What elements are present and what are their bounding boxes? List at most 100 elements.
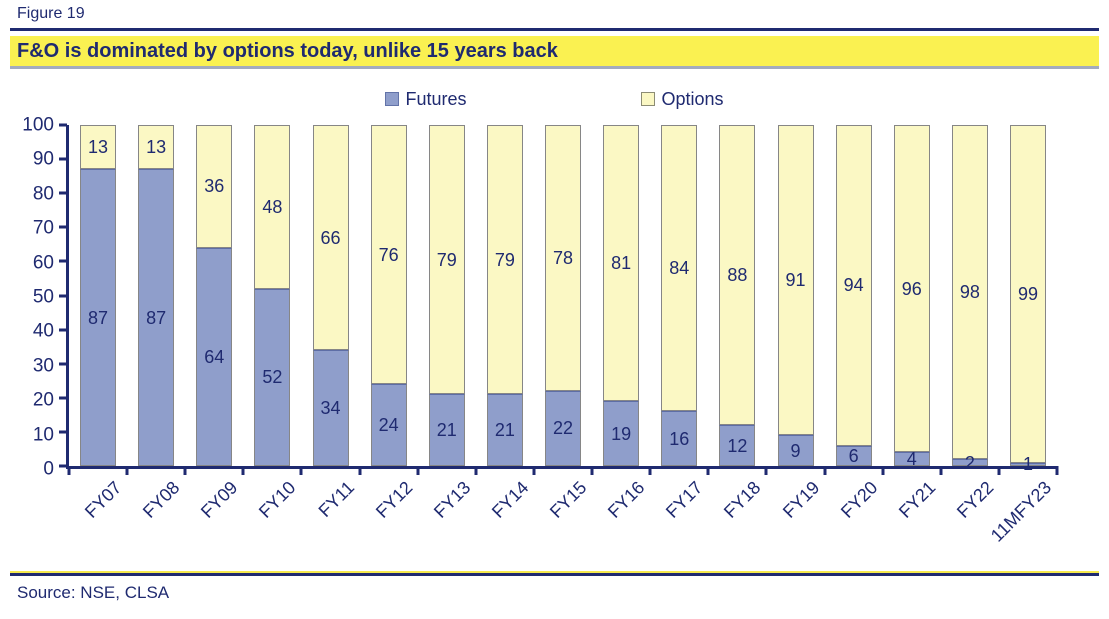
value-label-futures: 24 (378, 415, 399, 436)
bar-segment-futures (428, 394, 465, 466)
x-tick-mark (67, 466, 71, 475)
bar-column-fy18: 88 12 FY18 (708, 125, 766, 522)
bar-column-fy14: 79 21 FY14 (476, 125, 534, 522)
bar-column-fy16: 81 19 FY16 (592, 125, 650, 522)
bar-segment-futures (138, 169, 175, 466)
value-label-futures: 21 (494, 420, 515, 441)
legend-item-options: Options (641, 88, 724, 110)
bar-segment-options (254, 125, 291, 289)
bar-column-fy17: 84 16 FY17 (650, 125, 708, 522)
y-tick-mark (59, 464, 67, 468)
bar-segment-futures (1010, 462, 1047, 466)
bar-column-fy10: 48 52 FY10 (243, 125, 301, 522)
x-tick-mark (532, 466, 536, 475)
value-label-futures: 34 (320, 398, 341, 419)
bar-column-fy20: 94 6 FY20 (825, 125, 883, 522)
bar-column-fy15: 78 22 FY15 (534, 125, 592, 522)
value-label-options: 48 (262, 196, 283, 217)
value-label-futures: 6 (848, 445, 859, 466)
value-label-options: 13 (146, 137, 167, 158)
y-tick-label: 60 (32, 252, 54, 274)
figure-page: Figure 19 F&O is dominated by options to… (10, 5, 1099, 602)
y-tick-mark (59, 157, 67, 161)
legend-label-futures: Futures (405, 88, 467, 109)
x-tick-mark (997, 466, 1001, 475)
stacked-bar: 94 6 (835, 125, 872, 466)
bar-segment-options (138, 125, 175, 170)
stacked-bar: 98 2 (951, 125, 988, 472)
x-tick-mark (474, 466, 478, 475)
figure-number: Figure 19 (17, 5, 85, 22)
y-tick-label: 70 (32, 217, 54, 239)
y-tick-mark (59, 328, 67, 332)
value-label-futures: 2 (964, 452, 975, 473)
x-tick-mark (299, 466, 303, 475)
y-tick-label: 100 (22, 114, 54, 136)
bar-segment-futures (835, 445, 872, 466)
stacked-bar: 13 87 (138, 125, 175, 466)
stacked-bar: 13 87 (80, 125, 117, 466)
stacked-bar: 36 64 (196, 125, 233, 466)
chart-title: F&O is dominated by options today, unlik… (10, 36, 1099, 69)
y-tick-mark (59, 362, 67, 366)
y-tick-label: 50 (32, 286, 54, 308)
x-tick-mark (764, 466, 768, 475)
source-note: Source: NSE, CLSA (17, 583, 170, 602)
bar-column-fy12: 76 24 FY12 (360, 125, 418, 522)
stacked-bar: 96 4 (893, 125, 930, 470)
stacked-bar-chart: 0 10 20 30 40 50 60 70 80 90 100 13 87 FY07 13 87 FY08 3… (10, 116, 1099, 546)
bar-segment-futures (486, 394, 523, 466)
y-tick-mark (59, 123, 67, 127)
bar-segment-futures (312, 350, 349, 466)
stacked-bar: 81 19 (603, 125, 640, 466)
bar-column-fy22: 98 2 FY22 (941, 125, 999, 522)
value-label-futures: 12 (727, 435, 748, 456)
value-label-options: 36 (204, 176, 225, 197)
bar-segment-options (777, 125, 814, 436)
bar-column-fy09: 36 64 FY09 (185, 125, 243, 522)
bar-segment-options (893, 125, 930, 453)
x-tick-mark (125, 466, 129, 475)
y-tick-label: 30 (32, 355, 54, 377)
bar-segment-futures (80, 169, 117, 466)
stacked-bar: 99 1 (1010, 125, 1047, 473)
x-tick-mark (183, 466, 187, 475)
bar-segment-futures (893, 452, 930, 466)
stacked-bar: 88 12 (719, 125, 756, 466)
value-label-futures: 16 (669, 428, 690, 449)
y-tick-label: 0 (43, 458, 54, 480)
value-label-futures: 19 (611, 423, 632, 444)
value-label-futures: 87 (146, 307, 167, 328)
bar-segment-futures (545, 390, 582, 466)
bar-segment-options (835, 125, 872, 446)
value-label-futures: 22 (553, 418, 574, 439)
value-label-options: 84 (669, 258, 690, 279)
plot-area: 13 87 FY07 13 87 FY08 36 64 FY09 48 52 FY10 66 34 FY11… (59, 123, 1059, 546)
bar-column-fy07: 13 87 FY07 (69, 125, 127, 522)
bar-segment-options (80, 125, 117, 170)
value-label-futures: 9 (790, 440, 801, 461)
bar-column-fy11: 66 34 FY11 (302, 125, 360, 521)
value-label-options: 79 (436, 249, 457, 270)
bar-segment-options (719, 125, 756, 426)
bar-segment-futures (661, 411, 698, 466)
x-tick-mark (590, 466, 594, 475)
bar-segment-futures (719, 425, 756, 466)
y-tick-mark (59, 396, 67, 400)
stacked-bar: 91 9 (777, 125, 814, 466)
bar-segment-options (370, 125, 407, 385)
legend-label-options: Options (661, 88, 724, 109)
stacked-bar: 78 22 (545, 125, 582, 466)
y-tick-mark (59, 294, 67, 297)
bar-segment-options (661, 125, 698, 412)
options-swatch-icon (641, 92, 656, 106)
y-axis: 0 10 20 30 40 50 60 70 80 90 100 (10, 116, 66, 479)
value-label-futures: 64 (204, 346, 225, 367)
y-tick-mark (59, 430, 67, 434)
chart-legend: Futures Options (10, 87, 1099, 111)
bar-columns: 13 87 FY07 13 87 FY08 36 64 FY09 48 52 FY10 66 34 FY11… (69, 125, 1057, 546)
bar-segment-futures (777, 435, 814, 466)
x-tick-mark (881, 466, 885, 475)
y-tick-label: 80 (32, 183, 54, 205)
value-label-futures: 4 (906, 449, 917, 470)
